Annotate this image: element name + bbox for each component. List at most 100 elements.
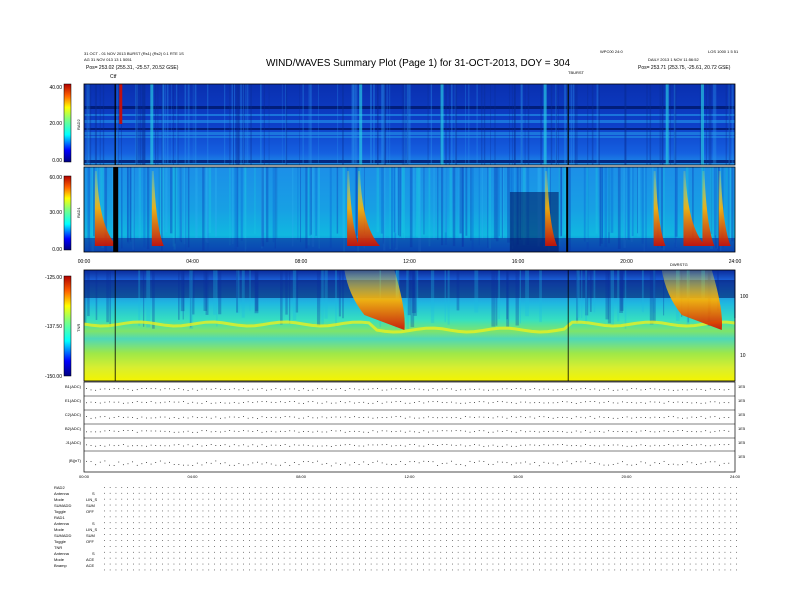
- footer-dot: [318, 540, 320, 541]
- footer-dot: [382, 540, 384, 541]
- rad2-streak: [540, 84, 542, 165]
- trace-point: [700, 444, 702, 446]
- footer-dot: [620, 528, 621, 529]
- tnr-streak: [95, 270, 98, 320]
- tnr-plasma-line: [83, 320, 736, 334]
- footer-dot: [562, 534, 563, 535]
- footer-dot: [695, 551, 697, 553]
- trace-point: [303, 417, 305, 419]
- footer-dot: [173, 498, 175, 500]
- footer-dot: [655, 510, 656, 512]
- footer-dot: [718, 551, 720, 553]
- trace-point: [691, 416, 693, 418]
- footer-dot: [666, 498, 668, 500]
- trace-point: [571, 402, 573, 404]
- footer-dot: [254, 551, 256, 553]
- rad1-streak: [489, 167, 491, 249]
- footer-dot: [347, 492, 349, 494]
- footer-dot: [556, 569, 558, 571]
- footer-dot: [469, 492, 471, 494]
- footer-dot: [579, 510, 581, 512]
- footer-dot: [544, 534, 546, 535]
- footer-dot: [196, 504, 198, 506]
- trace-point: [663, 417, 665, 419]
- rad1-floor: [84, 238, 735, 252]
- footer-dot: [707, 569, 708, 571]
- footer-dot: [695, 522, 697, 524]
- footer-dot: [440, 569, 442, 571]
- trace-point: [358, 431, 360, 432]
- footer-dot: [672, 569, 674, 571]
- footer-dot: [510, 534, 511, 535]
- trace-point: [409, 402, 411, 404]
- footer-dot: [637, 492, 639, 494]
- footer-dot: [434, 551, 436, 553]
- trace-point: [118, 388, 120, 390]
- footer-dot: [556, 492, 558, 494]
- footer-dot: [301, 540, 302, 541]
- footer-dot: [521, 504, 523, 506]
- trace-point: [575, 389, 577, 391]
- footer-dot: [167, 563, 169, 565]
- footer-dot: [666, 492, 668, 494]
- footer-dot: [428, 516, 430, 518]
- footer-dot: [301, 534, 302, 535]
- trace-point: [654, 401, 656, 403]
- footer-dot: [115, 563, 117, 565]
- footer-dot: [330, 498, 331, 500]
- trace-point: [312, 417, 314, 419]
- trace-point: [469, 388, 471, 390]
- trace-point: [266, 389, 268, 391]
- footer-dot: [266, 522, 268, 524]
- footer-dot: [138, 540, 140, 541]
- trace-point: [377, 417, 378, 419]
- trace-point: [229, 416, 231, 418]
- footer-dot: [579, 534, 581, 535]
- footer-dot: [643, 557, 645, 559]
- rad1-streak: [180, 167, 183, 243]
- rad1-streak: [261, 167, 264, 247]
- trace-point: [261, 401, 263, 402]
- footer-dot: [283, 516, 285, 518]
- footer-dot: [336, 522, 337, 524]
- footer-dot: [713, 516, 714, 518]
- trace-point: [109, 401, 110, 403]
- footer-dot: [660, 504, 662, 506]
- footer-dot: [347, 534, 349, 535]
- footer-dot: [202, 510, 204, 512]
- trace-point: [395, 388, 397, 390]
- footer-dot: [533, 551, 534, 553]
- footer-dot: [399, 522, 401, 524]
- trace-point: [612, 402, 614, 404]
- footer-dot: [405, 487, 407, 488]
- footer-dot: [510, 492, 511, 494]
- trace-point: [169, 461, 170, 463]
- footer-dot: [724, 546, 726, 547]
- rad2-streak: [564, 84, 567, 165]
- footer-dot: [452, 504, 453, 506]
- footer-dot: [736, 540, 737, 541]
- rad2-streak: [99, 84, 101, 165]
- footer-dot: [614, 540, 616, 541]
- footer-dot: [684, 563, 685, 565]
- footer-dot: [185, 546, 186, 547]
- footer-dot: [330, 528, 331, 529]
- footer-dot: [672, 487, 674, 488]
- footer-dot: [649, 528, 650, 529]
- footer-dot: [452, 569, 453, 571]
- trace-point: [340, 416, 341, 418]
- footer-dot: [196, 516, 198, 518]
- footer-dot: [678, 563, 679, 565]
- trace-point: [543, 461, 545, 463]
- footer-dot: [202, 504, 204, 506]
- footer-dot: [365, 504, 366, 506]
- trace-point: [183, 431, 184, 433]
- footer-dot: [434, 563, 436, 565]
- trace-point: [714, 461, 716, 463]
- footer-dot: [452, 563, 453, 565]
- trace-point: [354, 402, 355, 404]
- lower-time-tick-2400: 24:00: [730, 474, 741, 479]
- footer-dot: [434, 540, 436, 541]
- footer-dot: [602, 534, 604, 535]
